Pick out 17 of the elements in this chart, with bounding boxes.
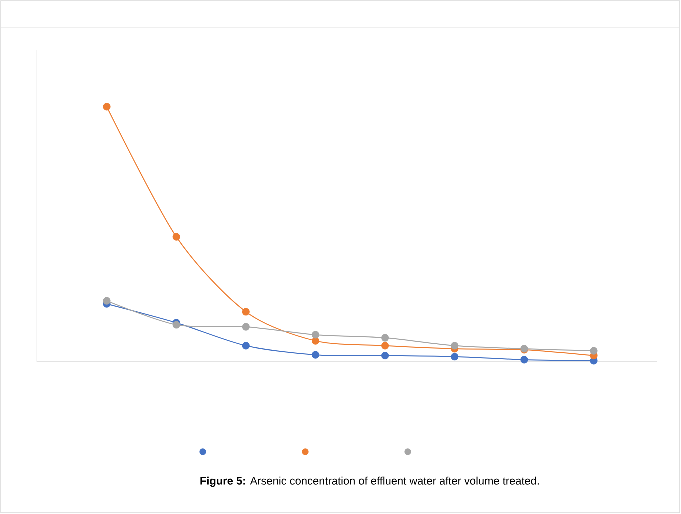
text: Figure 5: Arsenic concentration of effluent water after volume treated. (200, 476, 540, 488)
point (381, 342, 390, 350)
point (312, 351, 320, 359)
point (172, 233, 180, 241)
point (381, 334, 390, 342)
point (103, 297, 111, 305)
point (451, 353, 459, 361)
point (312, 331, 320, 339)
point (590, 347, 598, 355)
point (381, 352, 390, 360)
point (520, 356, 528, 364)
point (312, 337, 320, 345)
point (451, 342, 459, 350)
point (103, 103, 111, 111)
point (242, 308, 250, 316)
point (242, 323, 250, 331)
point (242, 342, 250, 350)
